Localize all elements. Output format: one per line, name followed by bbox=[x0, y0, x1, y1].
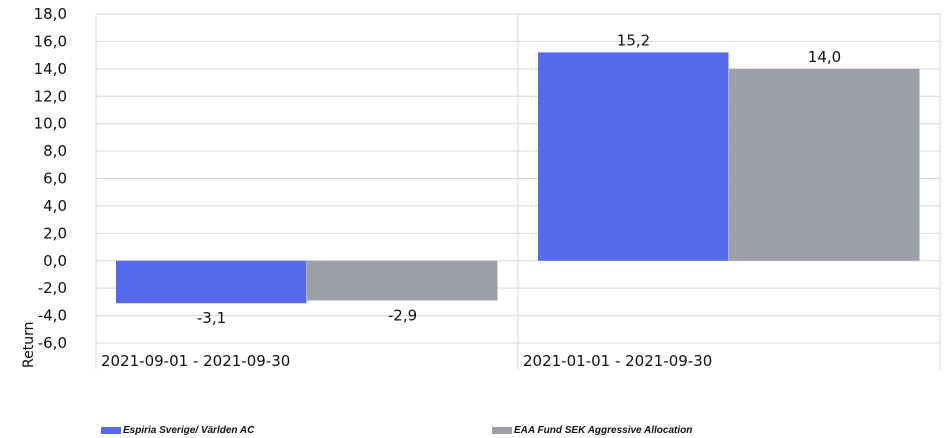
x-axis-categories: 2021-09-01 - 2021-09-30 2021-01-01 - 2021… bbox=[101, 352, 712, 370]
y-tick-label: 14,0 bbox=[34, 60, 67, 78]
y-tick-label: 12,0 bbox=[34, 87, 67, 105]
y-tick-label: -6,0 bbox=[38, 334, 67, 352]
data-label: 15,2 bbox=[617, 31, 650, 49]
legend-swatch-series-2 bbox=[492, 426, 512, 434]
bars bbox=[116, 52, 920, 304]
legend-label-series-1: Espiria Sverige/ Världen AC bbox=[123, 424, 255, 436]
y-tick-label: 0,0 bbox=[43, 252, 67, 270]
y-tick-label: 18,0 bbox=[34, 5, 67, 23]
bar-1-1 bbox=[116, 260, 307, 304]
legend-swatch-series-1 bbox=[101, 426, 121, 434]
bar-2-2 bbox=[729, 68, 920, 261]
bar-1-2 bbox=[538, 52, 729, 261]
legend-item-series-1: Espiria Sverige/ Världen AC bbox=[101, 424, 254, 436]
y-tick-label: 6,0 bbox=[43, 170, 67, 188]
x-category-label: 2021-01-01 - 2021-09-30 bbox=[523, 352, 712, 370]
y-axis-ticks: 18,0 16,0 14,0 12,0 10,0 8,0 6,0 4,0 2,0 0,0 -2,0 -… bbox=[34, 5, 67, 352]
data-label: -3,1 bbox=[197, 309, 226, 327]
legend-label-series-2: EAA Fund SEK Aggressive Allocation bbox=[514, 424, 693, 436]
data-label: 14,0 bbox=[808, 48, 841, 66]
bar-2-1 bbox=[307, 260, 498, 301]
data-label: -2,9 bbox=[388, 307, 417, 325]
y-tick-label: 4,0 bbox=[43, 197, 67, 215]
y-tick-label: 8,0 bbox=[43, 142, 67, 160]
x-category-label: 2021-09-01 - 2021-09-30 bbox=[101, 352, 290, 370]
y-tick-label: 16,0 bbox=[34, 32, 67, 50]
y-tick-label: -2,0 bbox=[38, 279, 67, 297]
y-tick-label: 2,0 bbox=[43, 224, 67, 242]
legend-item-series-2: EAA Fund SEK Aggressive Allocation bbox=[492, 424, 692, 436]
y-tick-label: 10,0 bbox=[34, 115, 67, 133]
y-axis-label: Return bbox=[21, 322, 37, 368]
y-tick-label: -4,0 bbox=[38, 307, 67, 325]
data-labels: -3,1 -2,9 15,2 14,0 bbox=[197, 31, 841, 327]
